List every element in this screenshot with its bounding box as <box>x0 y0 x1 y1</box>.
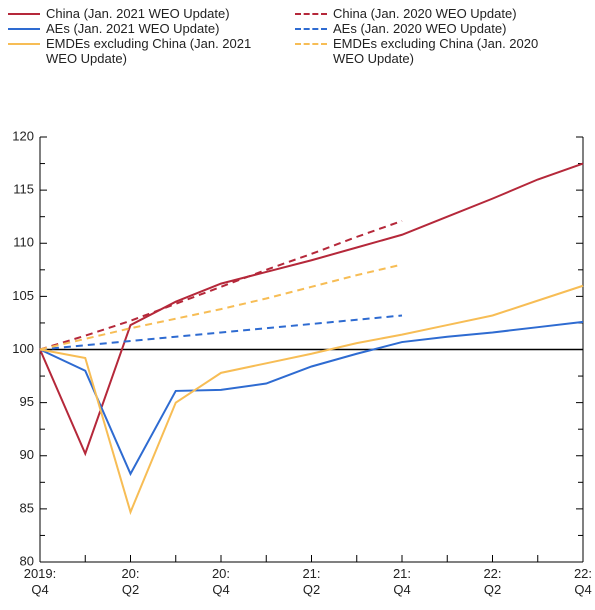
x-tick-label: 21: Q2 <box>302 566 321 597</box>
y-tick-label: 90 <box>20 447 34 462</box>
series-line <box>39 219 403 351</box>
legend-entry: EMDEs excluding China (Jan. 2020 WEO Upd… <box>295 36 590 66</box>
series-line <box>39 314 403 351</box>
legend-swatch <box>8 28 40 30</box>
series-line <box>39 162 584 457</box>
legend-swatch <box>295 13 327 15</box>
y-tick-label: 95 <box>20 394 34 409</box>
y-tick-label: 105 <box>12 288 34 303</box>
x-tick-label: 21: Q4 <box>392 566 412 597</box>
x-tick-label: 22: Q4 <box>573 566 593 597</box>
y-tick-label: 115 <box>13 182 34 197</box>
y-tick-label: 110 <box>13 235 34 250</box>
legend-swatch <box>8 43 40 45</box>
legend-label: EMDEs excluding China (Jan. 2021 WEO Upd… <box>46 36 252 66</box>
legend-label: AEs (Jan. 2020 WEO Update) <box>333 21 507 36</box>
legend-label: AEs (Jan. 2021 WEO Update) <box>46 21 220 36</box>
y-tick-label: 80 <box>20 553 34 568</box>
legend-label: EMDEs excluding China (Jan. 2020 WEO Upd… <box>333 36 539 66</box>
legend-entry: China (Jan. 2021 WEO Update) <box>8 6 298 21</box>
legend-entry: China (Jan. 2020 WEO Update) <box>295 6 590 21</box>
y-tick-label: 100 <box>12 341 34 356</box>
x-tick-label: 22: Q2 <box>483 566 502 597</box>
x-tick-label: 2019: Q4 <box>23 566 57 597</box>
legend-entry: EMDEs excluding China (Jan. 2021 WEO Upd… <box>8 36 298 66</box>
legend-label: China (Jan. 2020 WEO Update) <box>333 6 517 21</box>
y-tick-label: 85 <box>20 500 34 515</box>
series-line <box>39 284 584 516</box>
x-tick-label: 20: Q4 <box>211 566 231 597</box>
y-tick-label: 120 <box>12 128 34 143</box>
legend-swatch <box>8 13 40 15</box>
legend-entry: AEs (Jan. 2020 WEO Update) <box>295 21 590 36</box>
x-tick-label: 20: Q2 <box>121 566 140 597</box>
legend-entry: AEs (Jan. 2021 WEO Update) <box>8 21 298 36</box>
legend-swatch <box>295 43 327 45</box>
legend-label: China (Jan. 2021 WEO Update) <box>46 6 230 21</box>
series-line <box>39 320 584 477</box>
series-line <box>39 263 403 351</box>
legend-swatch <box>295 28 327 30</box>
